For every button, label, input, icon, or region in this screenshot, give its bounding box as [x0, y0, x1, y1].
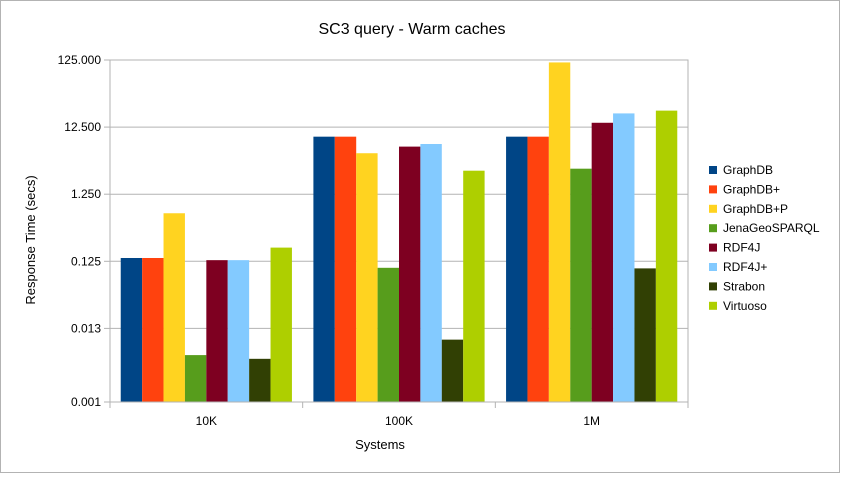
- y-axis-label: Response Time (secs): [23, 175, 38, 304]
- legend-swatch: [709, 185, 717, 194]
- legend-swatch: [709, 282, 717, 291]
- x-axis-label: Systems: [355, 437, 405, 452]
- bar: [227, 260, 250, 402]
- legend-swatch: [709, 204, 717, 213]
- bar: [270, 247, 292, 402]
- bar: [441, 339, 464, 402]
- legend-swatch: [709, 301, 717, 310]
- bar: [184, 355, 207, 402]
- plot-frame: [109, 59, 689, 403]
- legend-label: GraphDB: [723, 163, 773, 177]
- legend-label: RDF4J+: [723, 260, 767, 274]
- legend-swatch: [709, 224, 717, 233]
- bar: [591, 122, 614, 402]
- bar: [399, 146, 421, 402]
- bar: [163, 213, 185, 402]
- y-tick-label: 0.001: [71, 395, 101, 409]
- legend-swatch: [709, 263, 717, 271]
- bar: [613, 113, 635, 402]
- x-axis: 10K 100K 1M: [109, 402, 689, 428]
- bar: [527, 136, 549, 402]
- legend-label: GraphDB+: [723, 182, 780, 196]
- legend-label: RDF4J: [723, 241, 760, 255]
- chart-title: SC3 query - Warm caches: [318, 21, 505, 38]
- bar: [142, 257, 164, 402]
- y-tick-label: 0.125: [71, 254, 101, 268]
- legend-swatch: [709, 166, 717, 174]
- legend-swatch: [709, 243, 717, 252]
- legend: GraphDB GraphDB+ GraphDB+P JenaGeoSPARQL RDF…: [709, 163, 820, 313]
- bar: [249, 358, 271, 402]
- bar: [570, 168, 592, 402]
- bars: [120, 62, 678, 403]
- bar: [506, 136, 528, 402]
- legend-label: Strabon: [723, 279, 765, 293]
- x-tick-label: 1M: [583, 414, 600, 428]
- bar: [206, 260, 228, 402]
- bar: [420, 143, 442, 403]
- y-tick-label: 1.250: [71, 187, 101, 201]
- legend-label: Virtuoso: [723, 299, 767, 313]
- x-tick-label: 10K: [196, 414, 217, 428]
- bar: [463, 170, 485, 402]
- bar: [548, 62, 571, 403]
- y-axis: 0.001 0.013 0.125 1.250 12.500 125.000: [58, 53, 110, 409]
- bar: [377, 267, 399, 402]
- bar: [334, 136, 357, 402]
- y-tick-label: 125.000: [58, 53, 102, 67]
- x-tick-label: 100K: [385, 414, 413, 428]
- bar: [120, 257, 143, 402]
- bar: [655, 110, 678, 403]
- y-tick-label: 0.013: [71, 321, 101, 335]
- bar: [356, 153, 378, 402]
- y-tick-label: 12.500: [64, 120, 101, 134]
- legend-label: JenaGeoSPARQL: [723, 221, 820, 235]
- legend-label: GraphDB+P: [723, 202, 788, 216]
- bar: [634, 268, 656, 402]
- bar: [313, 136, 335, 402]
